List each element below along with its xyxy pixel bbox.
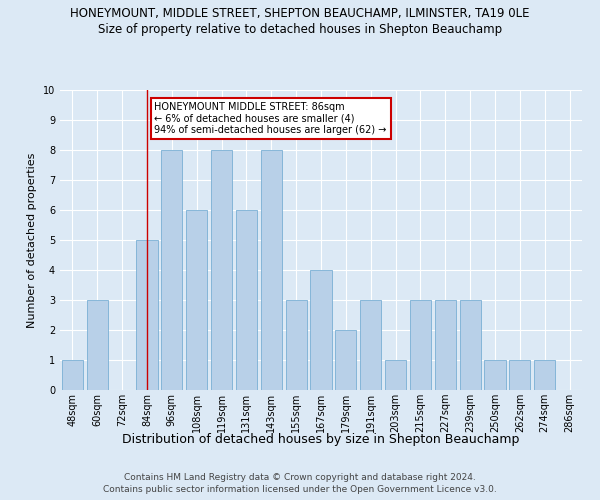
Bar (509, 360, 530, 390)
Text: HONEYMOUNT, MIDDLE STREET, SHEPTON BEAUCHAMP, ILMINSTER, TA19 0LE: HONEYMOUNT, MIDDLE STREET, SHEPTON BEAUC… (70, 8, 530, 20)
Bar (435, 300, 456, 390)
Y-axis label: Number of detached properties: Number of detached properties (28, 152, 37, 328)
Bar (211, 150, 232, 390)
Bar (534, 360, 555, 390)
Bar (385, 360, 406, 390)
Bar (335, 330, 356, 390)
Text: Size of property relative to detached houses in Shepton Beauchamp: Size of property relative to detached ho… (98, 22, 502, 36)
Bar (360, 300, 381, 390)
Bar (62, 360, 83, 390)
Bar (186, 210, 207, 390)
Bar (460, 300, 481, 390)
Text: Contains HM Land Registry data © Crown copyright and database right 2024.: Contains HM Land Registry data © Crown c… (124, 472, 476, 482)
Bar (410, 300, 431, 390)
Bar (484, 360, 506, 390)
Bar (310, 270, 332, 390)
Bar (236, 210, 257, 390)
Text: HONEYMOUNT MIDDLE STREET: 86sqm
← 6% of detached houses are smaller (4)
94% of s: HONEYMOUNT MIDDLE STREET: 86sqm ← 6% of … (154, 102, 387, 135)
Bar (161, 150, 182, 390)
Bar (87, 300, 108, 390)
Bar (286, 300, 307, 390)
Text: Distribution of detached houses by size in Shepton Beauchamp: Distribution of detached houses by size … (122, 432, 520, 446)
Bar (136, 240, 158, 390)
Bar (261, 150, 282, 390)
Text: Contains public sector information licensed under the Open Government Licence v3: Contains public sector information licen… (103, 485, 497, 494)
